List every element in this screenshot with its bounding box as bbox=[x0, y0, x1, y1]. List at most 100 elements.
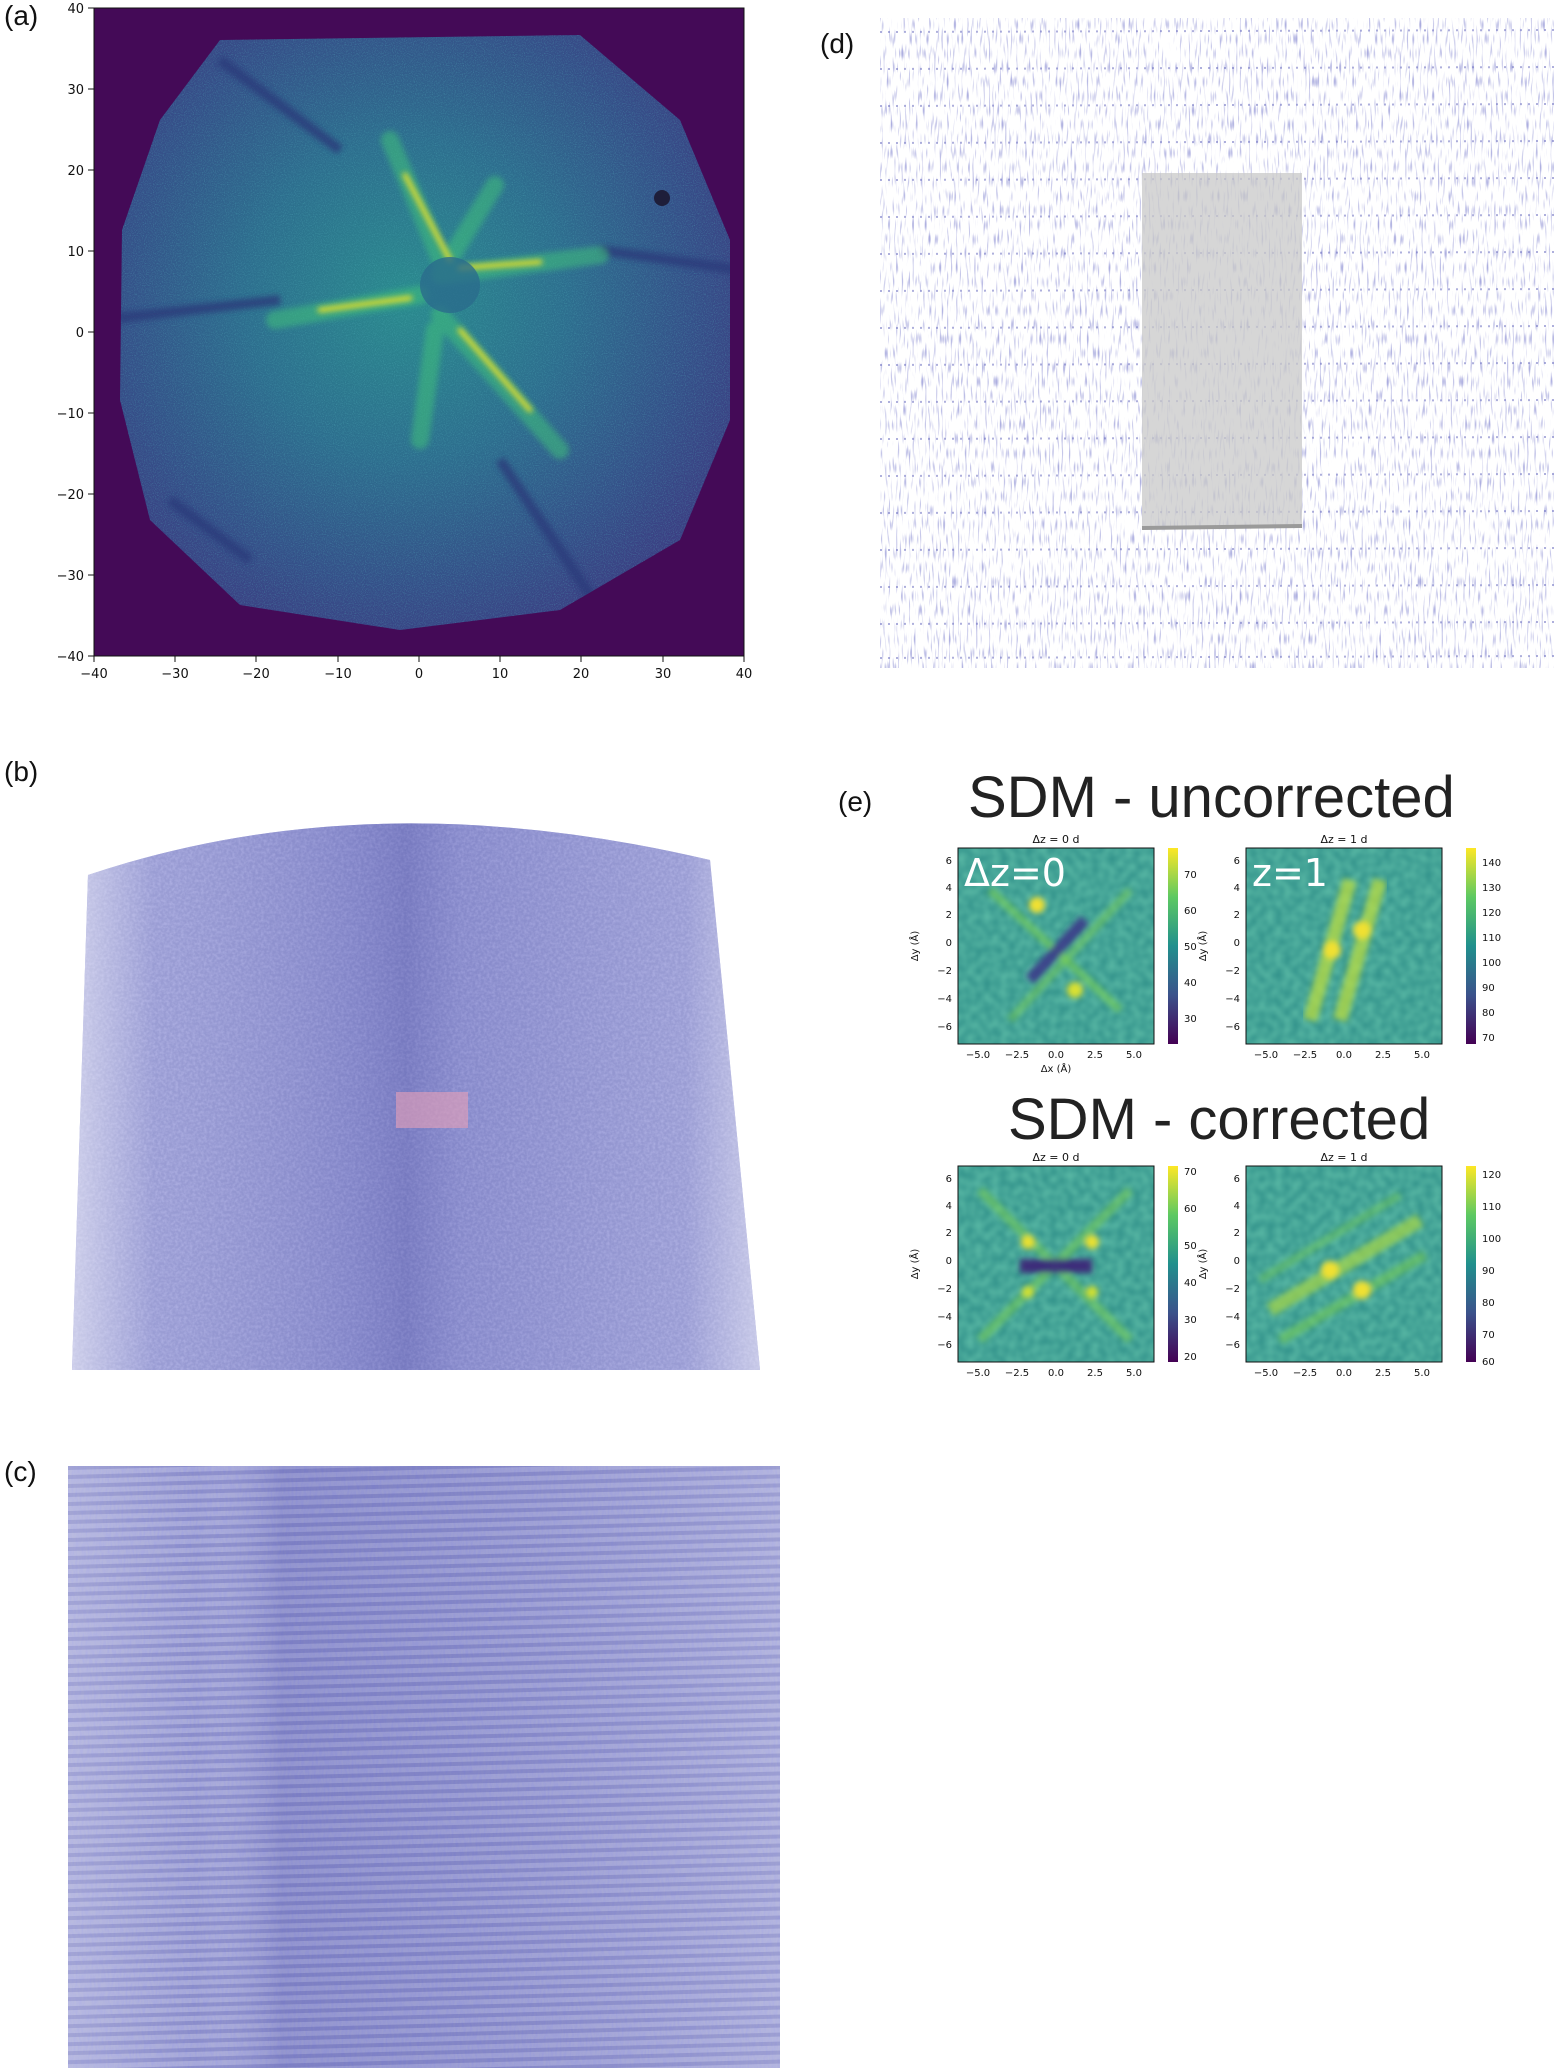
y-tick: −4 bbox=[937, 1312, 952, 1323]
colorbar bbox=[1466, 1166, 1476, 1362]
y-tick: −2 bbox=[937, 1284, 952, 1295]
panel-label-d: (d) bbox=[820, 28, 855, 59]
x-tick: −2.5 bbox=[1005, 1368, 1029, 1379]
x-tick: −2.5 bbox=[1293, 1050, 1317, 1061]
y-tick: −4 bbox=[1225, 994, 1240, 1005]
y-tick: −30 bbox=[57, 569, 84, 584]
y-tick: 30 bbox=[67, 83, 84, 98]
y-tick: −6 bbox=[1225, 1340, 1240, 1351]
overlay-label: z=1 bbox=[1252, 851, 1328, 895]
y-tick: 4 bbox=[1234, 883, 1240, 894]
panel-label-b: (b) bbox=[4, 756, 39, 787]
detector-hitmap-panel: −40 −30 −20 −10 0 10 20 30 40 40 30 20 1… bbox=[57, 2, 753, 682]
y-tick: −2 bbox=[937, 966, 952, 977]
x-tick: −5.0 bbox=[966, 1050, 990, 1061]
y-axis-label: Δy (Å) bbox=[1196, 1249, 1209, 1280]
x-tick: −5.0 bbox=[1254, 1368, 1278, 1379]
hitmap-field bbox=[120, 35, 730, 630]
y-axis-label: Δy (Å) bbox=[908, 1249, 921, 1280]
x-tick: −5.0 bbox=[966, 1368, 990, 1379]
y-tick: 40 bbox=[67, 2, 84, 17]
y-tick: 2 bbox=[946, 1228, 952, 1239]
x-tick: 40 bbox=[736, 667, 753, 682]
sdm-map-corrected-dz0: Δz = 0 d 6 4 2 0 −2 −4 −6 Δy (Å) −5.0 −2… bbox=[908, 1151, 1197, 1379]
cbar-tick: 70 bbox=[1184, 870, 1197, 881]
x-tick: −30 bbox=[161, 667, 188, 682]
panel-label-a: (a) bbox=[4, 0, 39, 31]
cbar-tick: 90 bbox=[1482, 983, 1495, 994]
map-title: Δz = 1 d bbox=[1321, 833, 1368, 846]
x-tick: −40 bbox=[80, 667, 107, 682]
y-tick: −4 bbox=[1225, 1312, 1240, 1323]
x-tick: −5.0 bbox=[1254, 1050, 1278, 1061]
x-tick: 5.0 bbox=[1126, 1050, 1142, 1061]
cbar-tick: 120 bbox=[1482, 1170, 1501, 1181]
y-tick: 4 bbox=[946, 1201, 952, 1212]
y-tick: 6 bbox=[946, 856, 952, 867]
cbar-tick: 60 bbox=[1184, 906, 1197, 917]
y-tick: 0 bbox=[946, 938, 952, 949]
cbar-tick: 30 bbox=[1184, 1315, 1197, 1326]
cbar-tick: 110 bbox=[1482, 933, 1501, 944]
x-tick: 2.5 bbox=[1087, 1368, 1103, 1379]
cbar-tick: 40 bbox=[1184, 1278, 1197, 1289]
y-tick: −2 bbox=[1225, 966, 1240, 977]
cbar-tick: 80 bbox=[1482, 1008, 1495, 1019]
x-tick: 0.0 bbox=[1048, 1368, 1064, 1379]
cbar-tick: 20 bbox=[1184, 1352, 1197, 1363]
cbar-tick: 50 bbox=[1184, 942, 1197, 953]
y-tick: 0 bbox=[946, 1256, 952, 1267]
x-tick: 5.0 bbox=[1126, 1368, 1142, 1379]
cbar-tick: 40 bbox=[1184, 978, 1197, 989]
cbar-tick: 130 bbox=[1482, 883, 1501, 894]
y-axis-label: Δy (Å) bbox=[908, 931, 921, 962]
x-tick: 0 bbox=[415, 667, 423, 682]
cbar-tick: 60 bbox=[1184, 1204, 1197, 1215]
x-tick: 0.0 bbox=[1336, 1368, 1352, 1379]
x-tick: 10 bbox=[492, 667, 509, 682]
y-axis-label: Δy (Å) bbox=[1196, 931, 1209, 962]
y-tick: −2 bbox=[1225, 1284, 1240, 1295]
y-tick: −20 bbox=[57, 488, 84, 503]
x-tick: 2.5 bbox=[1087, 1050, 1103, 1061]
x-tick: 0.0 bbox=[1336, 1050, 1352, 1061]
map-title: Δz = 0 d bbox=[1033, 1151, 1080, 1164]
sdm-map-uncorrected-dz1: Δz = 1 d z=1 6 4 2 0 −2 −4 −6 Δy (Å) −5.… bbox=[1196, 833, 1501, 1061]
reconstruction-panel bbox=[72, 823, 760, 1370]
panel-label-e: (e) bbox=[838, 786, 873, 817]
y-tick: 0 bbox=[76, 326, 84, 341]
sdm-maps: Δz = 0 d Δz=0 6 4 2 0 −2 −4 −6 Δy (Å) −5… bbox=[908, 833, 1501, 1379]
cbar-tick: 90 bbox=[1482, 1266, 1495, 1277]
sdm-map-uncorrected-dz0: Δz = 0 d Δz=0 6 4 2 0 −2 −4 −6 Δy (Å) −5… bbox=[908, 833, 1197, 1075]
atom-planes-panel bbox=[880, 18, 1554, 668]
cbar-tick: 60 bbox=[1482, 1357, 1495, 1368]
y-tick: −40 bbox=[57, 650, 84, 665]
cbar-tick: 70 bbox=[1482, 1330, 1495, 1341]
sdm-map-corrected-dz1: Δz = 1 d 6 4 2 0 −2 −4 −6 Δy (Å) −5.0 −2… bbox=[1196, 1151, 1501, 1379]
colorbar bbox=[1466, 848, 1476, 1044]
roi-box bbox=[1142, 173, 1302, 528]
x-tick: 2.5 bbox=[1375, 1368, 1391, 1379]
cbar-tick: 100 bbox=[1482, 1234, 1501, 1245]
hitmap-x-axis: −40 −30 −20 −10 0 10 20 30 40 bbox=[80, 656, 752, 682]
x-tick: −10 bbox=[324, 667, 351, 682]
y-tick: 4 bbox=[946, 883, 952, 894]
sdm-uncorrected-title: SDM - uncorrected bbox=[968, 765, 1455, 830]
x-tick: 20 bbox=[573, 667, 590, 682]
y-tick: 2 bbox=[946, 910, 952, 921]
zoomed-reconstruction-panel bbox=[68, 1466, 780, 2068]
x-axis-label: Δx (Å) bbox=[1041, 1062, 1072, 1075]
y-tick: 6 bbox=[1234, 1174, 1240, 1185]
cbar-tick: 100 bbox=[1482, 958, 1501, 969]
cbar-tick: 80 bbox=[1482, 1298, 1495, 1309]
y-tick: 20 bbox=[67, 164, 84, 179]
x-tick: 30 bbox=[655, 667, 672, 682]
roi-highlight bbox=[396, 1092, 468, 1128]
y-tick: −6 bbox=[937, 1022, 952, 1033]
hitmap-y-axis: 40 30 20 10 0 −10 −20 −30 −40 bbox=[57, 2, 94, 665]
x-tick: 5.0 bbox=[1414, 1050, 1430, 1061]
y-tick: −10 bbox=[57, 407, 84, 422]
cbar-tick: 70 bbox=[1184, 1167, 1197, 1178]
x-tick: −20 bbox=[242, 667, 269, 682]
cbar-tick: 110 bbox=[1482, 1202, 1501, 1213]
